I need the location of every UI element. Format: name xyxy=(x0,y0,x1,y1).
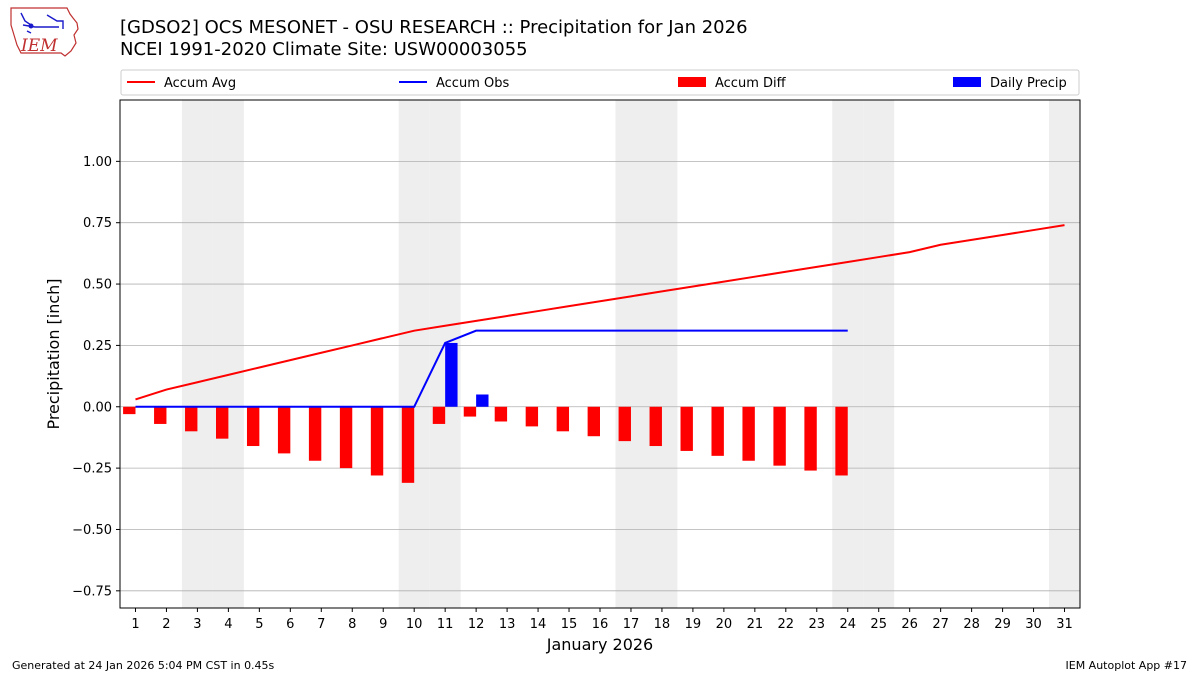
x-tick-label: 3 xyxy=(193,617,201,632)
x-tick-label: 31 xyxy=(1056,617,1073,632)
x-tick-label: 5 xyxy=(255,617,263,632)
accum-diff-bar-day-17 xyxy=(618,406,631,442)
y-tick-label: −0.50 xyxy=(72,523,112,538)
y-tick-label: 0.00 xyxy=(83,400,112,415)
x-tick-label: 20 xyxy=(716,617,733,632)
accum-diff-bar-day-16 xyxy=(587,406,600,437)
chart-title-line-1: [GDSO2] OCS MESONET - OSU RESEARCH :: Pr… xyxy=(120,17,748,38)
x-tick-label: 4 xyxy=(224,617,232,632)
iem-logo: IEM xyxy=(7,5,81,63)
gridlines xyxy=(120,160,1080,592)
legend: Accum Avg Accum Obs Accum Diff Daily Precip xyxy=(120,69,1080,96)
accum-diff-bar-day-1 xyxy=(123,406,136,415)
y-tick-label: 1.00 xyxy=(83,155,112,170)
accum-diff-bar-day-2 xyxy=(154,406,167,424)
x-tick-label: 29 xyxy=(994,617,1011,632)
accum-diff-bar-day-7 xyxy=(308,406,322,461)
weekend-shade-day-10 xyxy=(398,100,430,608)
legend-label-accum-avg: Accum Avg xyxy=(164,76,236,91)
x-tick-label: 15 xyxy=(561,617,578,632)
legend-box xyxy=(120,69,1080,96)
x-tick-label: 19 xyxy=(685,617,702,632)
daily-precip-bar-day-12 xyxy=(476,394,489,407)
x-tick-label: 30 xyxy=(1025,617,1042,632)
accum-diff-bar-day-24 xyxy=(835,406,848,476)
axes: −0.75−0.50−0.250.000.250.500.751.001 2 3 4 5… xyxy=(72,155,1073,632)
accum-diff-bar-day-4 xyxy=(216,406,229,439)
x-tick-label: 27 xyxy=(932,617,949,632)
legend-label-daily-precip: Daily Precip xyxy=(990,76,1067,91)
accum-diff-bar-day-19 xyxy=(680,406,693,451)
accum-diff-bar-day-23 xyxy=(804,406,817,471)
accum-diff-bar-day-20 xyxy=(711,406,724,456)
weekend-shade-day-17 xyxy=(615,100,647,608)
x-axis-label: January 2026 xyxy=(546,635,653,654)
x-tick-label: 18 xyxy=(654,617,671,632)
app-credit: IEM Autoplot App #17 xyxy=(1065,659,1188,672)
weekend-shade-day-3 xyxy=(181,100,213,608)
logo-text: IEM xyxy=(20,36,58,56)
accum-diff-bar-day-10 xyxy=(401,406,415,483)
x-tick-label: 7 xyxy=(317,617,325,632)
weekend-shade-day-24 xyxy=(832,100,864,608)
y-tick-label: 0.50 xyxy=(83,278,112,293)
accum-obs-line xyxy=(135,329,848,408)
x-tick-label: 12 xyxy=(468,617,485,632)
x-tick-label: 8 xyxy=(348,617,356,632)
accum-diff-bar-day-11 xyxy=(432,406,446,424)
accum-diff-bar-day-13 xyxy=(494,406,508,422)
legend-label-accum-obs: Accum Obs xyxy=(436,76,509,91)
weekend-shade-day-31 xyxy=(1049,100,1080,608)
weekend-shading xyxy=(181,100,1080,608)
x-tick-label: 9 xyxy=(379,617,387,632)
x-tick-label: 26 xyxy=(901,617,918,632)
accum-diff-bar-day-8 xyxy=(339,406,353,469)
accum-diff-bar-day-21 xyxy=(742,406,755,461)
x-tick-label: 17 xyxy=(623,617,640,632)
legend-swatch-daily-precip xyxy=(953,77,981,87)
x-tick-label: 22 xyxy=(778,617,795,632)
x-tick-label: 13 xyxy=(499,617,516,632)
accum-diff-bar-day-3 xyxy=(185,406,198,432)
weekend-shade-day-18 xyxy=(646,100,678,608)
x-tick-label: 10 xyxy=(406,617,423,632)
x-tick-label: 21 xyxy=(747,617,764,632)
accum-diff-bar-day-12 xyxy=(463,406,477,417)
x-tick-label: 6 xyxy=(286,617,294,632)
weekend-shade-day-4 xyxy=(212,100,244,608)
y-tick-label: 0.25 xyxy=(83,339,112,354)
accum-avg-line xyxy=(135,224,1065,401)
accum-diff-bar-day-9 xyxy=(370,406,384,476)
y-tick-label: −0.75 xyxy=(72,584,112,599)
x-tick-label: 11 xyxy=(437,617,454,632)
y-tick-label: 0.75 xyxy=(83,216,112,231)
accum-diff-bar-day-22 xyxy=(773,406,786,466)
lines xyxy=(135,224,1065,408)
x-tick-label: 16 xyxy=(592,617,609,632)
accum-diff-bar-day-15 xyxy=(556,406,570,432)
generated-timestamp: Generated at 24 Jan 2026 5:04 PM CST in … xyxy=(12,659,275,672)
accum-diff-bar-day-14 xyxy=(525,406,539,427)
y-tick-label: −0.25 xyxy=(72,462,112,477)
x-tick-label: 1 xyxy=(131,617,139,632)
x-tick-label: 14 xyxy=(530,617,547,632)
x-tick-label: 28 xyxy=(963,617,980,632)
daily-precip-bar-day-11 xyxy=(445,342,458,407)
legend-swatch-accum-diff xyxy=(678,77,706,87)
x-tick-label: 24 xyxy=(839,617,856,632)
x-tick-label: 2 xyxy=(162,617,170,632)
chart-title-line-2: NCEI 1991-2020 Climate Site: USW00003055 xyxy=(120,39,528,60)
accum-diff-bar-day-5 xyxy=(246,406,260,447)
accum-diff-bar-day-18 xyxy=(649,406,662,447)
legend-label-accum-diff: Accum Diff xyxy=(715,76,787,91)
weekend-shade-day-25 xyxy=(863,100,895,608)
x-tick-label: 25 xyxy=(870,617,887,632)
accum-diff-bar-day-6 xyxy=(277,406,291,454)
y-axis-label: Precipitation [inch] xyxy=(44,278,63,429)
x-tick-label: 23 xyxy=(809,617,826,632)
plot-frame xyxy=(119,99,1081,609)
bars xyxy=(123,342,848,483)
